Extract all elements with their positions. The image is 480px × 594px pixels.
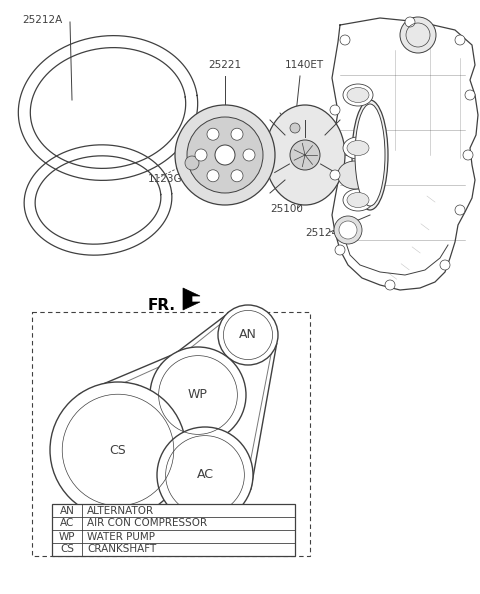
Circle shape (340, 35, 350, 45)
Text: WATER PUMP: WATER PUMP (87, 532, 155, 542)
Ellipse shape (355, 104, 385, 206)
Circle shape (463, 150, 473, 160)
Text: AN: AN (60, 505, 74, 516)
Ellipse shape (347, 87, 369, 103)
Ellipse shape (352, 100, 388, 210)
Circle shape (335, 245, 345, 255)
Circle shape (405, 17, 415, 27)
Polygon shape (183, 288, 200, 310)
Circle shape (290, 140, 320, 170)
Ellipse shape (337, 161, 372, 189)
Ellipse shape (347, 141, 369, 156)
Circle shape (157, 427, 253, 523)
Circle shape (218, 305, 278, 365)
Circle shape (400, 17, 436, 53)
Text: AC: AC (60, 519, 74, 529)
Circle shape (185, 156, 199, 170)
Circle shape (50, 382, 186, 518)
Circle shape (330, 170, 340, 180)
Circle shape (290, 123, 300, 133)
Text: AC: AC (196, 469, 214, 482)
Text: 25221: 25221 (208, 60, 241, 70)
Bar (52, 504, 295, 556)
Circle shape (195, 149, 207, 161)
Text: 1123GG: 1123GG (148, 174, 191, 184)
Circle shape (334, 216, 362, 244)
Circle shape (150, 347, 246, 443)
Text: 25212A: 25212A (22, 15, 62, 25)
Ellipse shape (347, 192, 369, 207)
Text: WP: WP (188, 388, 208, 402)
Circle shape (330, 105, 340, 115)
Text: WP: WP (59, 532, 75, 542)
Ellipse shape (343, 84, 373, 106)
Ellipse shape (343, 137, 373, 159)
Text: CS: CS (109, 444, 126, 457)
Circle shape (440, 260, 450, 270)
Text: ALTERNATOR: ALTERNATOR (87, 505, 154, 516)
Ellipse shape (265, 105, 345, 205)
Text: CRANKSHAFT: CRANKSHAFT (87, 545, 156, 555)
Circle shape (175, 105, 275, 205)
Text: AIR CON COMPRESSOR: AIR CON COMPRESSOR (87, 519, 207, 529)
Circle shape (339, 221, 357, 239)
Text: AN: AN (239, 328, 257, 342)
Circle shape (187, 117, 263, 193)
Text: FR.: FR. (148, 298, 176, 312)
Circle shape (455, 35, 465, 45)
Circle shape (231, 170, 243, 182)
Text: 1140ET: 1140ET (285, 60, 324, 70)
Bar (32, 312, 310, 556)
Circle shape (215, 145, 235, 165)
Circle shape (243, 149, 255, 161)
Circle shape (385, 280, 395, 290)
Circle shape (465, 90, 475, 100)
Circle shape (207, 170, 219, 182)
Circle shape (455, 205, 465, 215)
Circle shape (207, 128, 219, 140)
Ellipse shape (343, 189, 373, 211)
Text: CS: CS (60, 545, 74, 555)
Circle shape (231, 128, 243, 140)
Text: 25100: 25100 (270, 204, 303, 214)
Text: 25124: 25124 (305, 228, 338, 238)
